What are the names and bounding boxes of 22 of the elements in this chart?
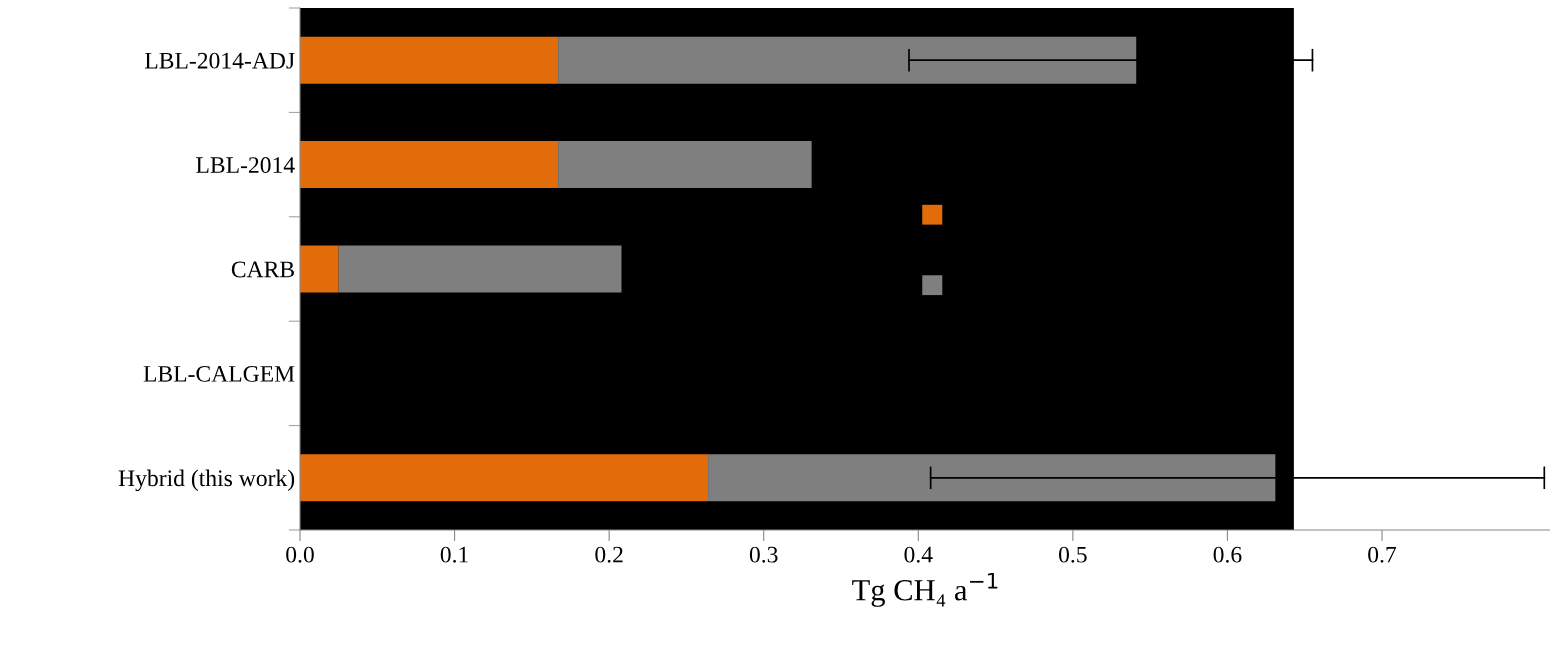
x-tick-label: 0.2 (595, 546, 623, 563)
x-tick-label: 0.7 (1368, 546, 1397, 563)
bar (338, 245, 622, 293)
bar (558, 36, 1137, 84)
bar (300, 36, 559, 84)
x-axis-title: Tg CH₄ a$^{−1}$ (852, 572, 998, 607)
x-tick-label: 0.6 (1213, 546, 1242, 563)
bar (300, 245, 339, 293)
x-tick-label: 0.0 (286, 546, 314, 563)
y-tick-label: CARB (231, 261, 294, 278)
y-tick-label: Hybrid (this work) (118, 469, 295, 492)
y-tick-label: LBL-2014 (196, 157, 295, 174)
x-tick-label: 0.1 (440, 546, 468, 563)
y-tick-label: LBL-CALGEM (143, 365, 295, 382)
x-tick-label: 0.4 (904, 546, 933, 563)
x-tick-label: 0.3 (749, 546, 778, 563)
bar (300, 141, 559, 189)
x-tick-label: 0.5 (1059, 546, 1087, 563)
bar (558, 141, 812, 189)
bar (708, 454, 1276, 502)
bar (300, 454, 709, 502)
y-tick-label: LBL-2014-ADJ (144, 52, 295, 69)
